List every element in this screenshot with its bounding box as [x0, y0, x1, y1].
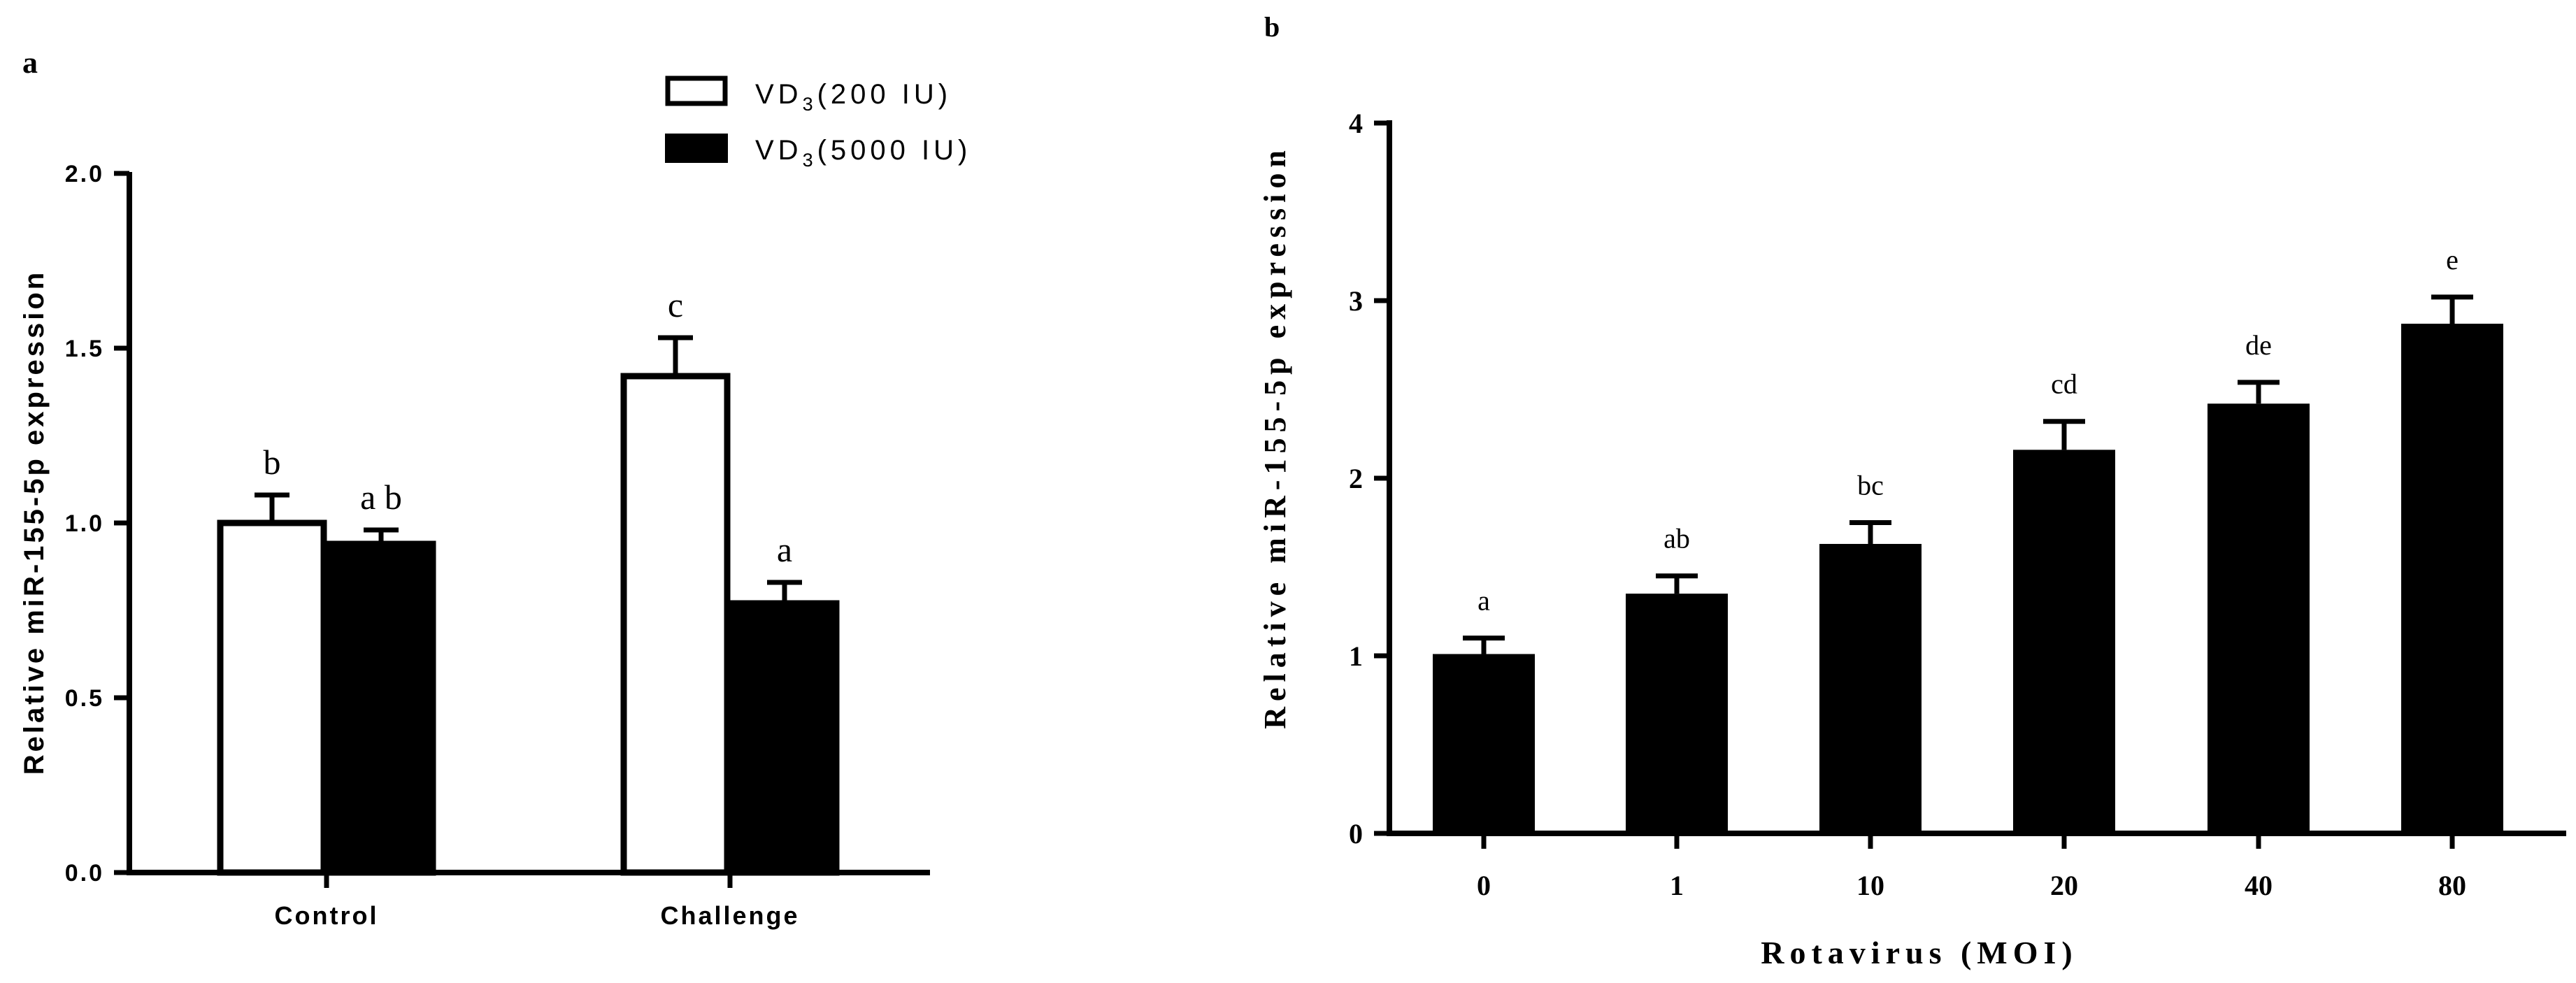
chart-b-bar [1433, 654, 1535, 833]
chart-a-bars: b a b c a [217, 285, 840, 876]
chart-a-y-tick-label: 2.0 [65, 161, 104, 187]
chart-b-significance-label: e [2446, 244, 2459, 275]
chart-a-y-tick-label: 0.0 [65, 860, 104, 887]
chart-a-y-tick-label: 1.5 [65, 336, 104, 362]
chart-b-significance-label: cd [2051, 368, 2077, 400]
chart-b-significance-label: de [2245, 329, 2272, 361]
chart-a-significance-label: c [668, 285, 683, 324]
chart-b-x-tick-label: 10 [1856, 870, 1884, 901]
chart-a: 0.00.51.01.52.0 ba bca Control Challenge … [19, 76, 971, 930]
panel-b-label: b [1264, 11, 1280, 43]
legend-swatch-vd3-200 [665, 76, 728, 106]
chart-a-x-tick-label: Challenge [660, 901, 799, 930]
chart-a-bar [620, 373, 731, 876]
chart-b-significance-label: ab [1663, 523, 1690, 554]
chart-b-y-tick-label: 3 [1349, 285, 1363, 317]
legend-label-vd3-200: VD3(200 IU) [755, 79, 952, 115]
chart-a-y-ticks: 0.0 0.5 1.0 1.5 2.0 [65, 161, 129, 887]
chart-b-x-tick-label: 0 [1477, 870, 1491, 901]
chart-a-bar [326, 540, 436, 876]
chart-b-y-tick-label: 0 [1349, 818, 1363, 849]
legend-label-vd3-5000: VD3(5000 IU) [755, 135, 971, 171]
chart-b-x-tick-label: 80 [2438, 870, 2466, 901]
chart-b-bar [2401, 324, 2503, 833]
chart-b-y-ticks: 0 1 2 3 4 [1349, 108, 1389, 849]
chart-b-x-tick-label: 40 [2245, 870, 2273, 901]
chart-a-significance-label: a b [360, 478, 402, 517]
chart-b-bar [2208, 403, 2310, 833]
chart-a-x-ticks: Control Challenge [275, 873, 799, 930]
chart-a-bar [217, 519, 327, 876]
chart-b-bar [2013, 450, 2115, 833]
chart-a-y-tick-label: 0.5 [65, 685, 104, 712]
chart-b-significance-label: a [1477, 585, 1490, 617]
chart-b-x-tick-label: 1 [1670, 870, 1684, 901]
chart-b-x-ticks: 0 1 10 20 40 80 [1477, 833, 2466, 901]
chart-a-legend: VD3(200 IU) VD3(5000 IU) [665, 76, 971, 171]
chart-b-bar [1819, 543, 1922, 833]
chart-b-x-tick-label: 20 [2050, 870, 2078, 901]
chart-b-y-tick-label: 4 [1349, 108, 1363, 139]
chart-b-y-axis-title: Relative miR-155-5p expression [1258, 145, 1292, 729]
legend-swatch-vd3-5000 [665, 134, 728, 163]
chart-b-bars: a ab bc cd de e [1433, 244, 2503, 833]
chart-b-x-axis-title: Rotavirus (MOI) [1761, 935, 2077, 970]
chart-a-y-axis-title: Relative miR-155-5p expression [19, 270, 50, 775]
chart-b: 0 1 2 3 4 a ab bc cd de e 0 1 10 20 40 80 Relative miR… [1258, 108, 2566, 970]
chart-a-bar [729, 600, 840, 876]
chart-a-x-tick-label: Control [275, 901, 379, 930]
panel-a-label: a [22, 45, 38, 80]
chart-a-significance-label: b [264, 443, 281, 482]
chart-a-y-tick-label: 1.0 [65, 510, 104, 537]
chart-b-y-tick-label: 1 [1349, 640, 1363, 672]
chart-b-significance-label: bc [1857, 470, 1884, 501]
chart-b-bar [1626, 594, 1728, 833]
chart-b-y-tick-label: 2 [1349, 463, 1363, 494]
chart-a-significance-label: a [777, 530, 792, 569]
